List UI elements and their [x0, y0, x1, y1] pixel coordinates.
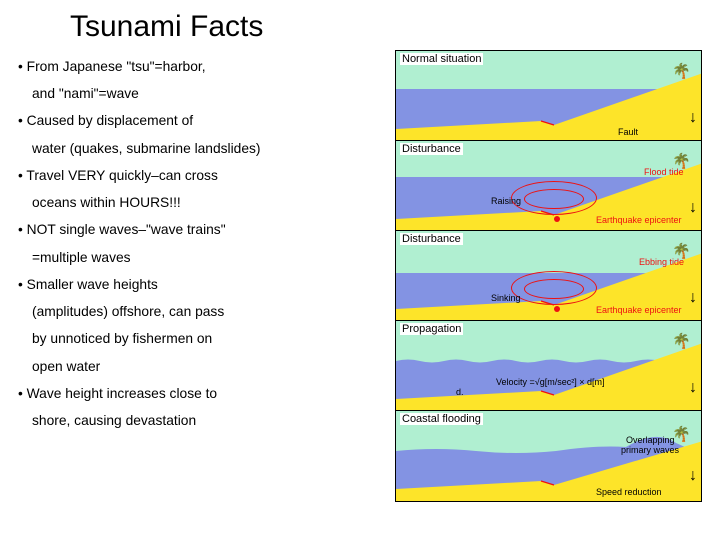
diagram-label: d.: [456, 387, 464, 397]
page-title: Tsunami Facts: [70, 10, 387, 44]
palm-icon: 🌴: [672, 334, 691, 349]
diagram-label: Velocity =√g[m/sec²] × d[m]: [496, 377, 604, 387]
panel-title: Disturbance: [400, 143, 463, 155]
diagram-label: Earthquake epicenter: [596, 305, 682, 315]
bullet-list: • From Japanese "tsu"=harbor,and "nami"=…: [18, 58, 387, 429]
panel-title: Disturbance: [400, 233, 463, 245]
diagram-label: Fault: [618, 127, 638, 137]
bullet-item: • Travel VERY quickly–can crossoceans wi…: [18, 167, 387, 211]
bullet-item: • From Japanese "tsu"=harbor,and "nami"=…: [18, 58, 387, 102]
diagram-label: Ebbing tide: [639, 257, 684, 267]
arrow-down-icon: ↓: [689, 467, 697, 485]
palm-icon: 🌴: [672, 64, 691, 79]
palm-icon: 🌴: [672, 427, 691, 442]
diagram-label: Overlapping: [626, 435, 675, 445]
diagram-panel: 🌴 ↓ Fault Normal situation: [396, 51, 701, 141]
arrow-down-icon: ↓: [689, 289, 697, 307]
bullet-item: • Smaller wave heights(amplitudes) offsh…: [18, 276, 387, 375]
arrow-down-icon: ↓: [689, 379, 697, 397]
diagram-label: primary waves: [621, 445, 679, 455]
diagram-panel: 🌴 ↓ Velocity =√g[m/sec²] × d[m] d. Propagati…: [396, 321, 701, 411]
diagram-panel: 🌴↓RaisingEarthquake epicenterFlood tideD…: [396, 141, 701, 231]
bullet-item: • Wave height increases close toshore, c…: [18, 385, 387, 429]
diagram-panel: 🌴 ↓ Overlappingprimary waves Speed reductio…: [396, 411, 701, 501]
tsunami-diagram: 🌴 ↓ Fault Normal situation 🌴 ↓ Raising Earthqu…: [395, 50, 702, 502]
diagram-label: Flood tide: [644, 167, 684, 177]
bullet-item: • Caused by displacement ofwater (quakes…: [18, 112, 387, 156]
arrow-down-icon: ↓: [689, 109, 697, 127]
diagram-label: Earthquake epicenter: [596, 215, 682, 225]
diagram-label: Raising: [491, 196, 521, 206]
diagram-panel: 🌴↓SinkingEarthquake epicenterEbbing tide…: [396, 231, 701, 321]
panel-title: Normal situation: [400, 53, 483, 65]
panel-title: Propagation: [400, 323, 463, 335]
panel-title: Coastal flooding: [400, 413, 483, 425]
bullet-item: • NOT single waves–"wave trains"=multipl…: [18, 221, 387, 265]
diagram-label: Sinking: [491, 293, 521, 303]
diagram-label: Speed reduction: [596, 487, 662, 497]
arrow-down-icon: ↓: [689, 199, 697, 217]
